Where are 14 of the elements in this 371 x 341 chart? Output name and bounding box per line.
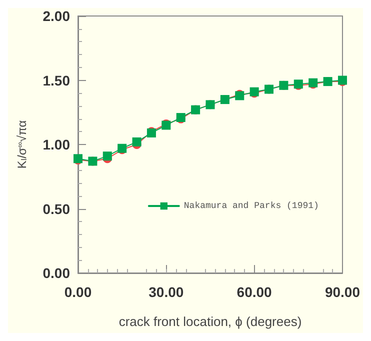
y-tick-label: 1.50 — [42, 72, 70, 88]
x-tick-label: 90.00 — [324, 284, 360, 300]
y-tick-label: 1.00 — [42, 136, 70, 152]
x-tick-label: 60.00 — [236, 284, 272, 300]
legend-label: Nakamura and Parks (1991) — [184, 201, 319, 211]
x-tick-label: 30.00 — [148, 284, 184, 300]
y-axis-title: KI/σ∞√πα — [15, 120, 29, 169]
point — [102, 152, 112, 161]
x-axis-title: crack front location, ϕ (degrees) — [118, 314, 302, 329]
y-tick-label: 0.00 — [42, 265, 70, 281]
point — [132, 137, 142, 146]
y-tick-label: 0.50 — [42, 200, 70, 217]
y-tick-label: 2.00 — [42, 8, 70, 24]
x-tick-label: 0.00 — [64, 284, 92, 300]
